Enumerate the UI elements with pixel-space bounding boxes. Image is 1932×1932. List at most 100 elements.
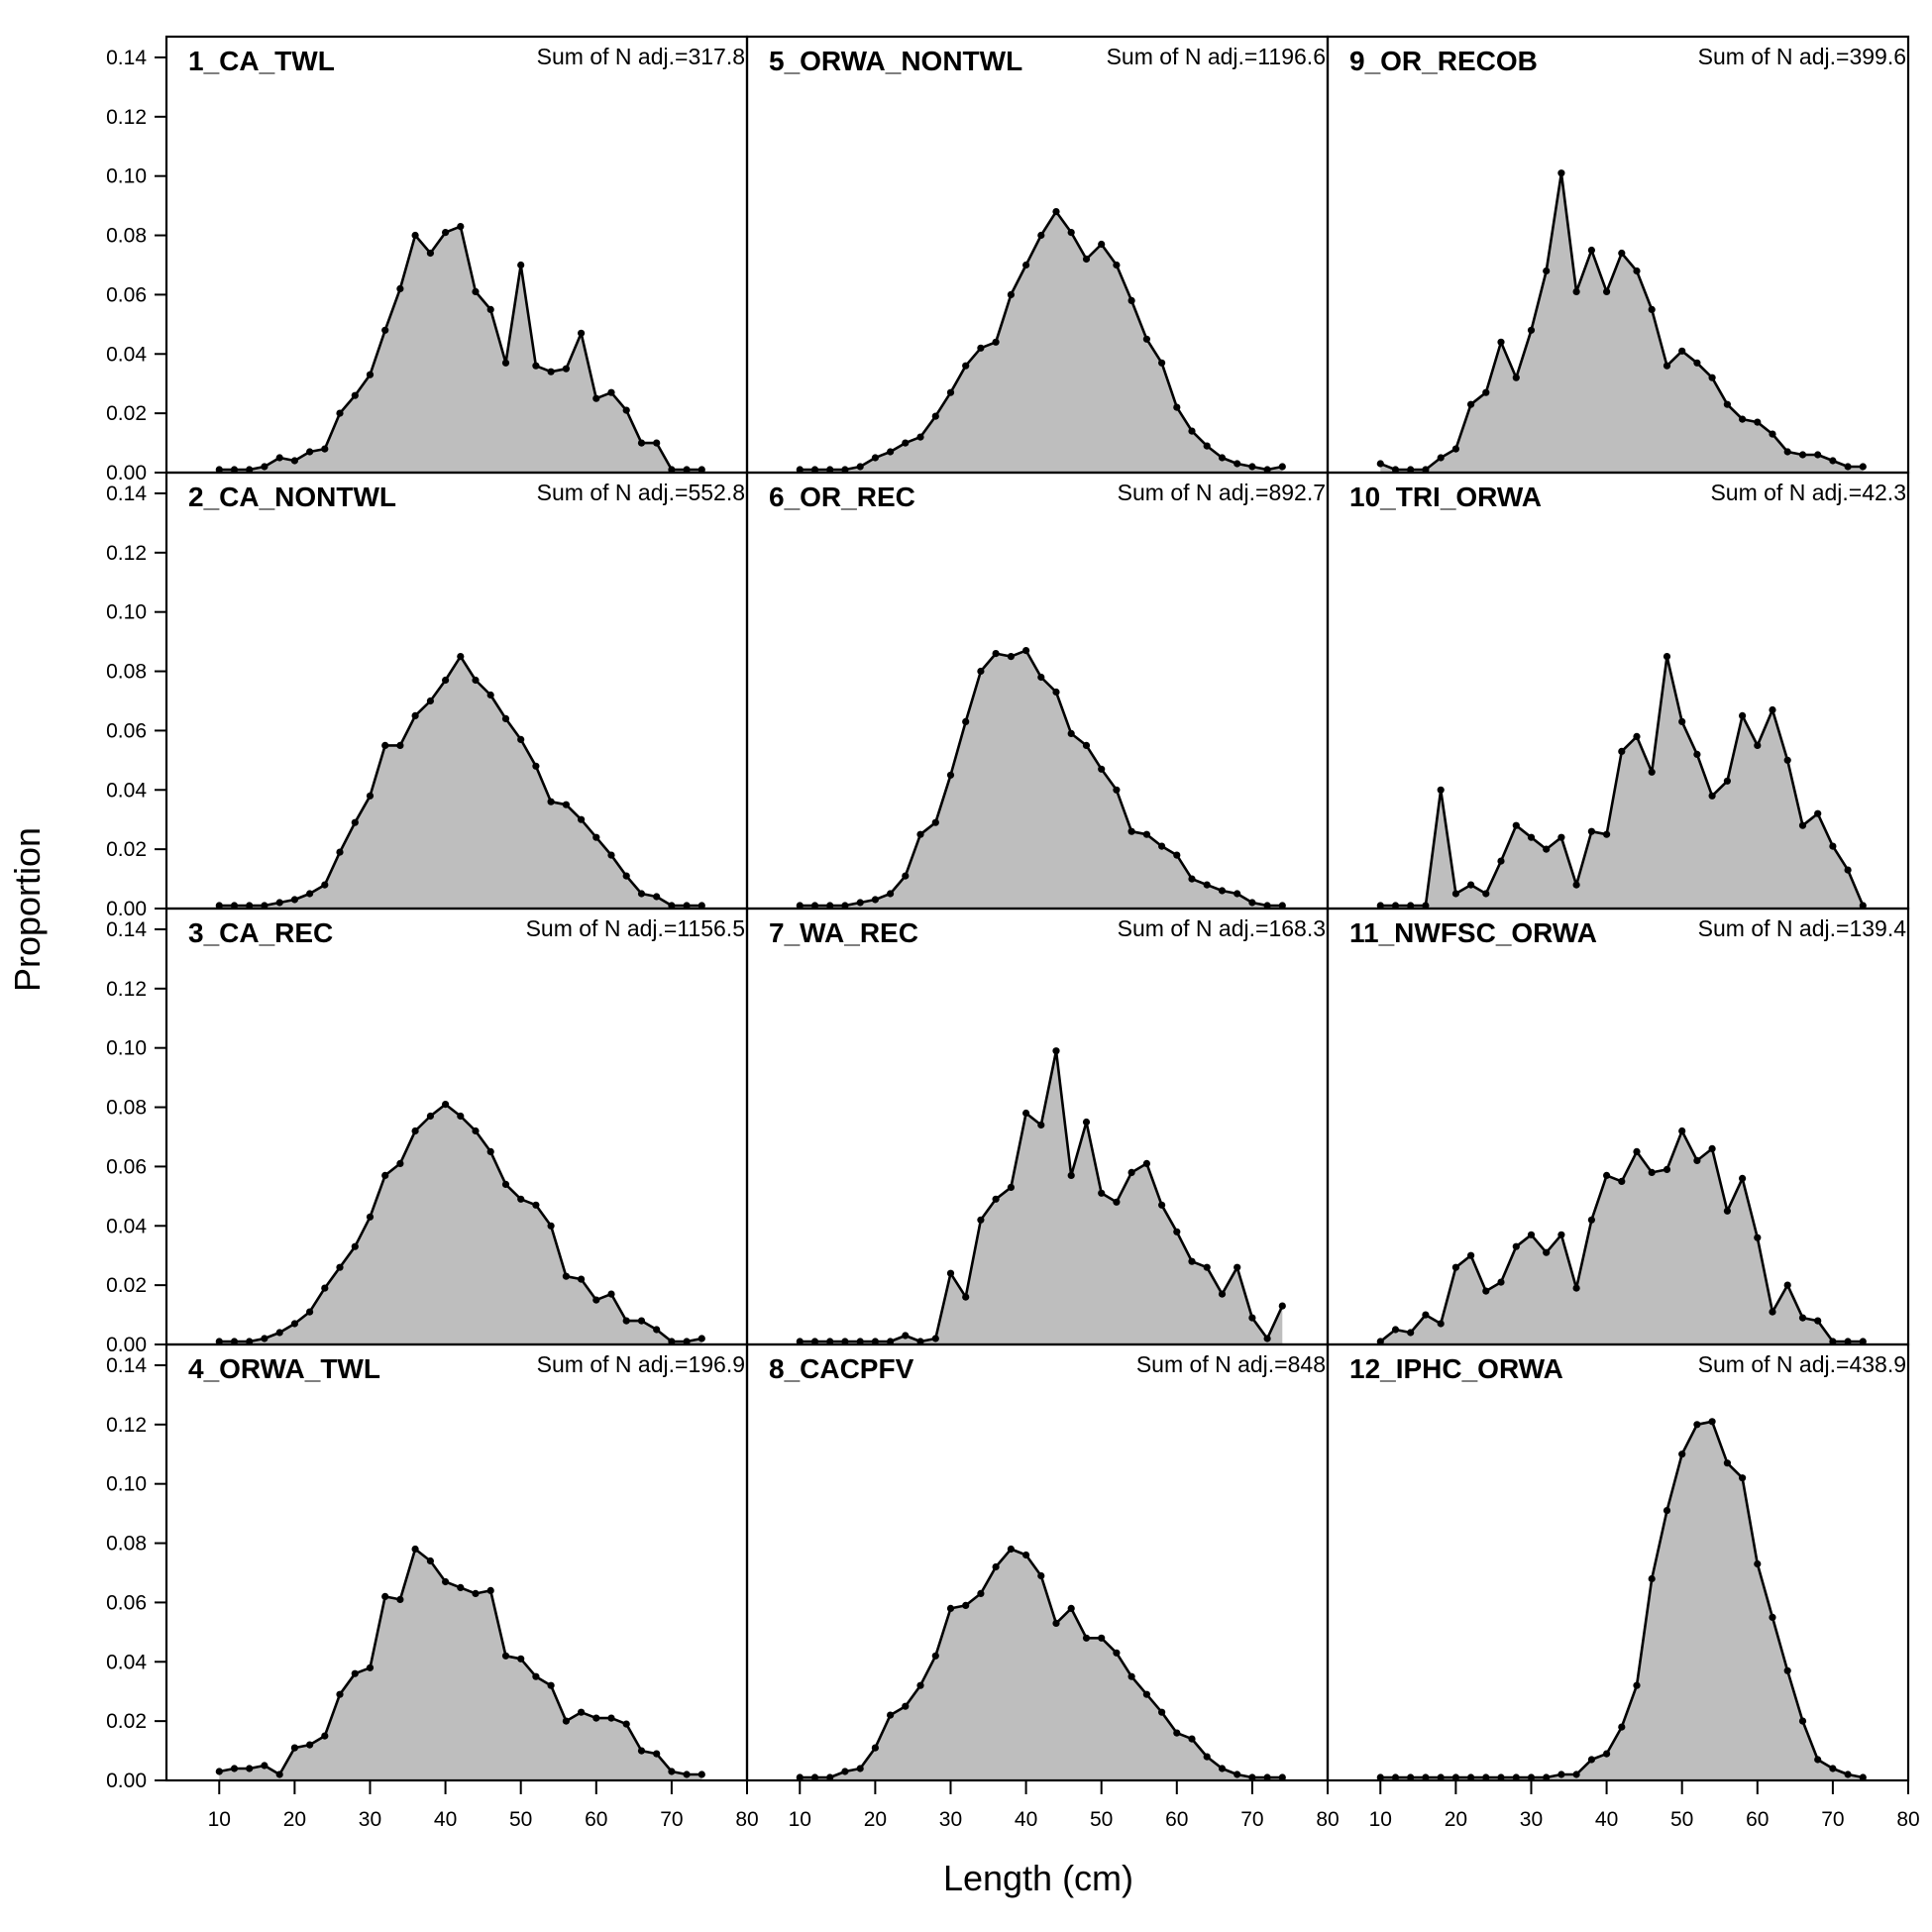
data-point-4_ORWA_TWL-62 bbox=[607, 1714, 615, 1722]
data-point-7_WA_REC-50 bbox=[1098, 1189, 1106, 1197]
data-point-5_ORWA_NONTWL-62 bbox=[1188, 427, 1196, 435]
data-point-1_CA_TWL-72 bbox=[683, 466, 691, 474]
y-tick-label: 0.12 bbox=[106, 1414, 147, 1437]
data-point-12_IPHC_ORWA-58 bbox=[1739, 1474, 1747, 1482]
data-point-4_ORWA_TWL-54 bbox=[547, 1681, 555, 1689]
data-point-2_CA_NONTWL-74 bbox=[698, 902, 705, 910]
data-point-8_CACPFV-26 bbox=[916, 1681, 924, 1689]
data-point-9_OR_RECOB-58 bbox=[1739, 415, 1747, 423]
data-point-7_WA_REC-54 bbox=[1127, 1168, 1135, 1176]
data-point-10_TRI_ORWA-56 bbox=[1723, 777, 1731, 785]
data-point-3_CA_REC-62 bbox=[607, 1290, 615, 1298]
data-point-2_CA_NONTWL-50 bbox=[517, 735, 525, 744]
x-tick-label: 10 bbox=[789, 1808, 811, 1831]
panel-title: 12_IPHC_ORWA bbox=[1349, 1353, 1563, 1384]
panel-title: 7_WA_REC bbox=[769, 917, 918, 948]
data-point-5_ORWA_NONTWL-36 bbox=[992, 338, 1000, 346]
data-point-7_WA_REC-46 bbox=[1067, 1171, 1075, 1179]
data-point-5_ORWA_NONTWL-66 bbox=[1218, 454, 1227, 462]
data-point-10_TRI_ORWA-42 bbox=[1618, 747, 1626, 756]
data-point-3_CA_REC-50 bbox=[517, 1195, 525, 1203]
data-point-8_CACPFV-24 bbox=[902, 1702, 910, 1710]
data-point-12_IPHC_ORWA-32 bbox=[1543, 1773, 1551, 1781]
data-point-12_IPHC_ORWA-12 bbox=[1391, 1773, 1400, 1781]
data-point-10_TRI_ORWA-28 bbox=[1512, 821, 1520, 829]
data-point-9_OR_RECOB-62 bbox=[1769, 430, 1776, 438]
data-point-10_TRI_ORWA-36 bbox=[1572, 881, 1580, 889]
y-tick-label: 0.10 bbox=[106, 1037, 147, 1060]
data-point-2_CA_NONTWL-24 bbox=[321, 881, 329, 889]
data-point-5_ORWA_NONTWL-74 bbox=[1278, 463, 1286, 471]
data-point-3_CA_REC-24 bbox=[321, 1284, 329, 1292]
data-point-7_WA_REC-58 bbox=[1158, 1201, 1166, 1209]
x-tick-label: 70 bbox=[1821, 1808, 1844, 1831]
data-point-7_WA_REC-28 bbox=[931, 1335, 939, 1342]
data-point-3_CA_REC-28 bbox=[351, 1242, 359, 1250]
area-fill-4_ORWA_TWL bbox=[219, 1549, 702, 1780]
data-point-11_NWFSC_ORWA-62 bbox=[1769, 1308, 1776, 1316]
data-point-10_TRI_ORWA-40 bbox=[1603, 830, 1611, 838]
axes: 0.000.020.040.060.080.100.120.140.000.02… bbox=[106, 47, 1920, 1831]
x-tick-label: 30 bbox=[1520, 1808, 1543, 1831]
data-point-6_OR_REC-26 bbox=[916, 830, 924, 838]
data-point-4_ORWA_TWL-34 bbox=[396, 1595, 404, 1603]
data-point-6_OR_REC-38 bbox=[1007, 653, 1015, 661]
x-tick-label: 80 bbox=[735, 1808, 758, 1831]
data-point-3_CA_REC-44 bbox=[472, 1127, 480, 1135]
data-point-7_WA_REC-12 bbox=[810, 1338, 819, 1345]
area-fill-1_CA_TWL bbox=[219, 226, 702, 473]
data-point-1_CA_TWL-36 bbox=[411, 231, 419, 240]
data-point-3_CA_REC-14 bbox=[246, 1338, 254, 1345]
data-point-5_ORWA_NONTWL-42 bbox=[1037, 231, 1045, 240]
x-tick-label: 60 bbox=[1165, 1808, 1188, 1831]
area-fill-6_OR_REC bbox=[800, 650, 1283, 909]
data-point-4_ORWA_TWL-10 bbox=[215, 1768, 223, 1775]
data-point-11_NWFSC_ORWA-12 bbox=[1391, 1326, 1400, 1334]
y-tick-label: 0.10 bbox=[106, 601, 147, 624]
y-tick-label: 0.02 bbox=[106, 1274, 147, 1297]
data-point-6_OR_REC-48 bbox=[1082, 741, 1091, 750]
data-point-6_OR_REC-20 bbox=[871, 896, 880, 904]
data-point-4_ORWA_TWL-30 bbox=[366, 1664, 375, 1671]
panel-sum-label: Sum of N adj.=552.8 bbox=[537, 480, 745, 505]
data-point-2_CA_NONTWL-72 bbox=[683, 902, 691, 910]
y-tick-label: 0.12 bbox=[106, 978, 147, 1001]
data-point-3_CA_REC-22 bbox=[306, 1308, 314, 1316]
data-point-3_CA_REC-60 bbox=[592, 1296, 600, 1304]
data-point-12_IPHC_ORWA-22 bbox=[1467, 1773, 1475, 1781]
data-point-1_CA_TWL-22 bbox=[306, 448, 314, 456]
data-point-11_NWFSC_ORWA-70 bbox=[1829, 1338, 1837, 1345]
data-point-4_ORWA_TWL-20 bbox=[290, 1744, 298, 1752]
data-point-8_CACPFV-38 bbox=[1007, 1545, 1015, 1554]
y-tick-label: 0.04 bbox=[106, 1215, 147, 1237]
y-tick-label: 0.06 bbox=[106, 1155, 147, 1178]
data-point-9_OR_RECOB-56 bbox=[1723, 400, 1731, 408]
panel-sum-label: Sum of N adj.=438.9 bbox=[1698, 1351, 1906, 1377]
y-tick-label: 0.08 bbox=[106, 1097, 147, 1120]
data-point-10_TRI_ORWA-74 bbox=[1859, 902, 1867, 910]
data-point-6_OR_REC-62 bbox=[1188, 875, 1196, 883]
y-tick-label: 0.08 bbox=[106, 225, 147, 248]
data-point-1_CA_TWL-12 bbox=[230, 466, 239, 474]
data-point-8_CACPFV-50 bbox=[1098, 1634, 1106, 1642]
data-point-4_ORWA_TWL-56 bbox=[562, 1717, 571, 1725]
data-point-12_IPHC_ORWA-40 bbox=[1603, 1750, 1611, 1758]
x-tick-label: 40 bbox=[1595, 1808, 1618, 1831]
x-tick-label: 40 bbox=[1015, 1808, 1037, 1831]
data-point-6_OR_REC-28 bbox=[931, 818, 939, 826]
panel-frames bbox=[164, 35, 1910, 1782]
data-point-1_CA_TWL-44 bbox=[472, 287, 480, 295]
data-point-11_NWFSC_ORWA-30 bbox=[1527, 1231, 1536, 1238]
data-point-6_OR_REC-12 bbox=[810, 902, 819, 910]
data-point-8_CACPFV-74 bbox=[1278, 1773, 1286, 1781]
data-point-9_OR_RECOB-30 bbox=[1527, 326, 1536, 334]
data-point-9_OR_RECOB-14 bbox=[1407, 466, 1415, 474]
data-point-10_TRI_ORWA-48 bbox=[1663, 653, 1671, 661]
data-point-1_CA_TWL-10 bbox=[215, 466, 223, 474]
data-point-3_CA_REC-52 bbox=[532, 1201, 540, 1209]
data-point-4_ORWA_TWL-46 bbox=[486, 1586, 494, 1594]
data-point-12_IPHC_ORWA-30 bbox=[1527, 1773, 1536, 1781]
data-point-5_ORWA_NONTWL-44 bbox=[1052, 208, 1060, 216]
data-point-10_TRI_ORWA-38 bbox=[1587, 827, 1595, 835]
